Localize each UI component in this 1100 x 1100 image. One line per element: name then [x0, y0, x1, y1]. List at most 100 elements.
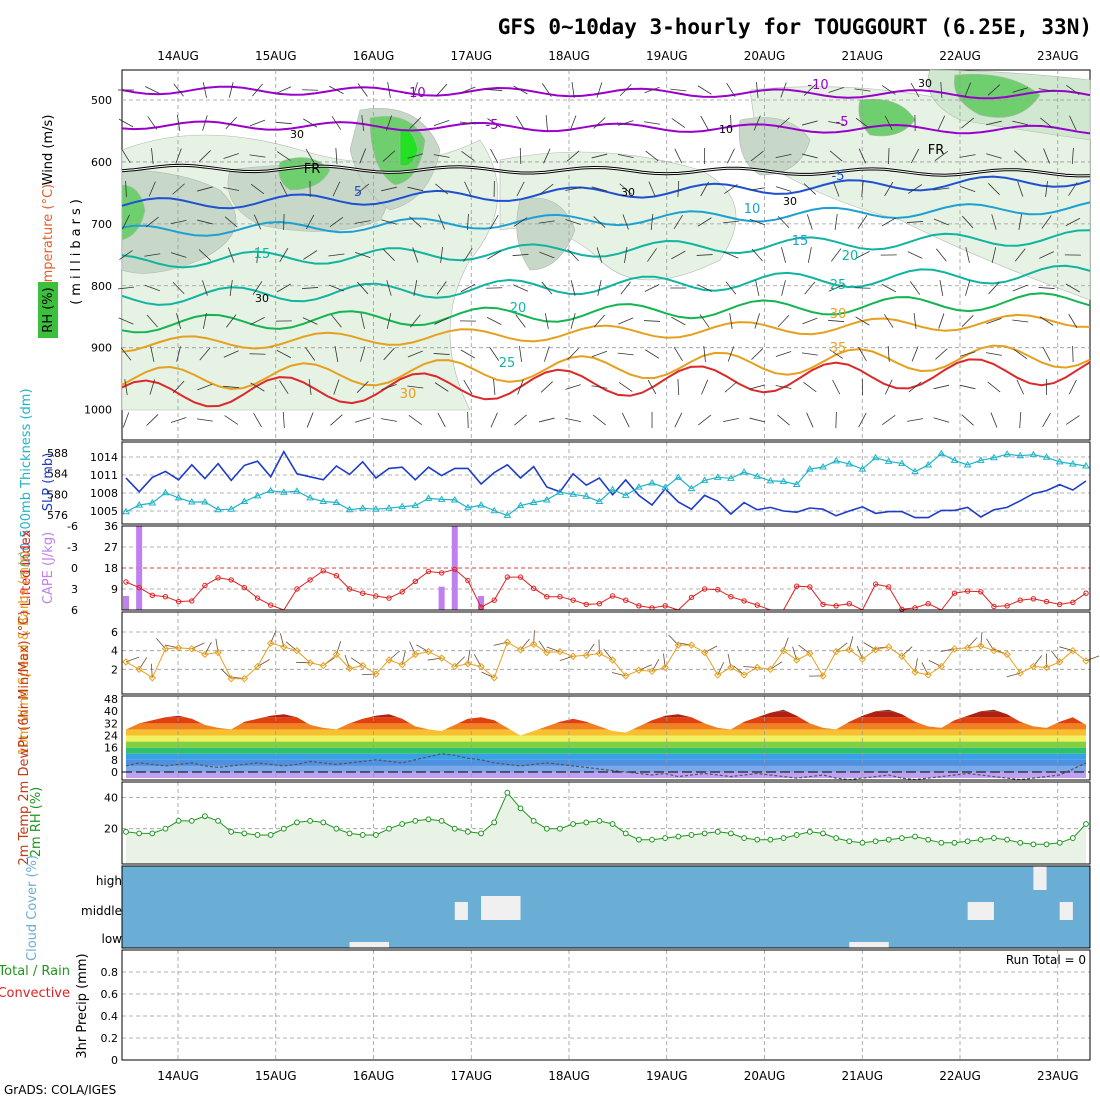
wind-barb [437, 412, 446, 428]
rh-point [675, 833, 682, 840]
lifted-index-point [412, 578, 419, 584]
freezing-level-core [121, 164, 1091, 177]
contour-label: 10 [744, 202, 761, 217]
rh-point [307, 817, 314, 824]
rh-point [136, 830, 143, 837]
thickness-point [227, 505, 236, 512]
wind-barb [361, 115, 365, 131]
wind-barb [407, 153, 424, 159]
wind-barb [1012, 284, 1028, 292]
thickness-point [345, 505, 354, 513]
wind-barb [565, 384, 581, 390]
dewpoint-line [125, 753, 1087, 781]
rh-area [126, 792, 1086, 864]
wind-speed-point [766, 665, 775, 674]
rh-point [543, 825, 550, 832]
wind-barb [302, 287, 319, 289]
date-label-bottom: 23AUG [1037, 1069, 1079, 1083]
wind-barb [828, 121, 845, 125]
thickness-tick-label: 580 [47, 488, 68, 501]
thickness-point [805, 465, 814, 472]
wind-barb [908, 381, 922, 393]
wind-barb [197, 186, 213, 192]
temp-band [126, 735, 1086, 742]
wind-barb [516, 115, 525, 131]
lifted-index-point [228, 577, 234, 583]
wind-barb [828, 284, 844, 292]
rh-point [202, 813, 208, 820]
lifted-index-point [807, 584, 813, 590]
wind-barb [202, 82, 207, 98]
wind-barb [331, 314, 342, 328]
wind-barb [650, 214, 654, 230]
wind-barb [409, 314, 421, 328]
contour-label: 30 [400, 387, 417, 402]
temperature-contour [121, 201, 1091, 237]
run-total: Run Total = 0 [1006, 953, 1086, 967]
wind-barb [202, 280, 208, 296]
lifted-index-point [136, 584, 142, 591]
rh-point [491, 819, 498, 826]
li-tick-label: 6 [71, 604, 78, 617]
wind-barb [1012, 87, 1029, 93]
cape-bar [438, 586, 445, 610]
thickness-point [214, 505, 222, 513]
wind-barb [700, 115, 709, 131]
wind-speed-point [898, 652, 906, 660]
wind-barb [907, 221, 924, 223]
footer-credit: GrADS: COLA/IGES [4, 1083, 116, 1097]
date-label-top: 15AUG [255, 49, 297, 63]
rh-point [635, 836, 642, 843]
cloud-background [122, 866, 1090, 948]
thickness-point [542, 495, 551, 503]
wind-barb [538, 220, 555, 224]
wind-panel-frame [121, 611, 1091, 695]
wind-barb [383, 347, 395, 361]
wind-barb [176, 346, 181, 362]
wind-speed-point [977, 642, 985, 650]
wind-barb [907, 418, 923, 422]
temp-tick-label: 16 [104, 742, 118, 755]
cloud-level-label: middle [81, 904, 122, 918]
li-tick-label: 3 [71, 583, 78, 596]
contour-label: 5 [354, 185, 362, 200]
wind-speed-point [858, 655, 867, 663]
wind-barb [279, 380, 289, 394]
rh-point [701, 830, 708, 837]
temperature-contour [121, 85, 1091, 100]
rh-point [254, 832, 261, 838]
wind-barb [567, 347, 579, 361]
wind-barb [328, 284, 344, 292]
wind-barb [334, 346, 339, 362]
wind-barb [729, 313, 733, 329]
wind-barb [677, 378, 680, 396]
wind-speed-point [306, 659, 314, 667]
wind-barb [197, 219, 213, 225]
thickness-point [332, 498, 341, 506]
wind-barb [539, 251, 555, 259]
wind-barb [381, 186, 397, 192]
wind-barb [775, 351, 792, 357]
wind-barb [884, 314, 894, 328]
thickness-tick-label: 576 [47, 509, 68, 522]
slp-panel-frame [121, 441, 1091, 525]
thickness-point [779, 477, 788, 484]
thickness-point [319, 497, 328, 504]
temperature-contour [121, 175, 1091, 210]
wind-barb [253, 214, 262, 230]
wind-barb [593, 117, 606, 129]
wind-barb [803, 381, 817, 393]
wind-speed-point [372, 670, 380, 678]
thickness-point [135, 501, 144, 508]
rh-point [1069, 835, 1076, 841]
contour-label: 30 [830, 307, 847, 322]
wind-speed-point [753, 663, 761, 672]
rh-contour-area [953, 73, 1041, 118]
lifted-index-line [125, 568, 1087, 611]
wind-barb [409, 117, 422, 129]
date-label-top: 22AUG [939, 49, 981, 63]
wind-barb [959, 154, 976, 158]
wind-barb [150, 346, 155, 362]
wind-axis-label: 10m Wind Speed & Barbs (m/s) [17, 551, 32, 756]
wind-speed-point [648, 667, 656, 675]
